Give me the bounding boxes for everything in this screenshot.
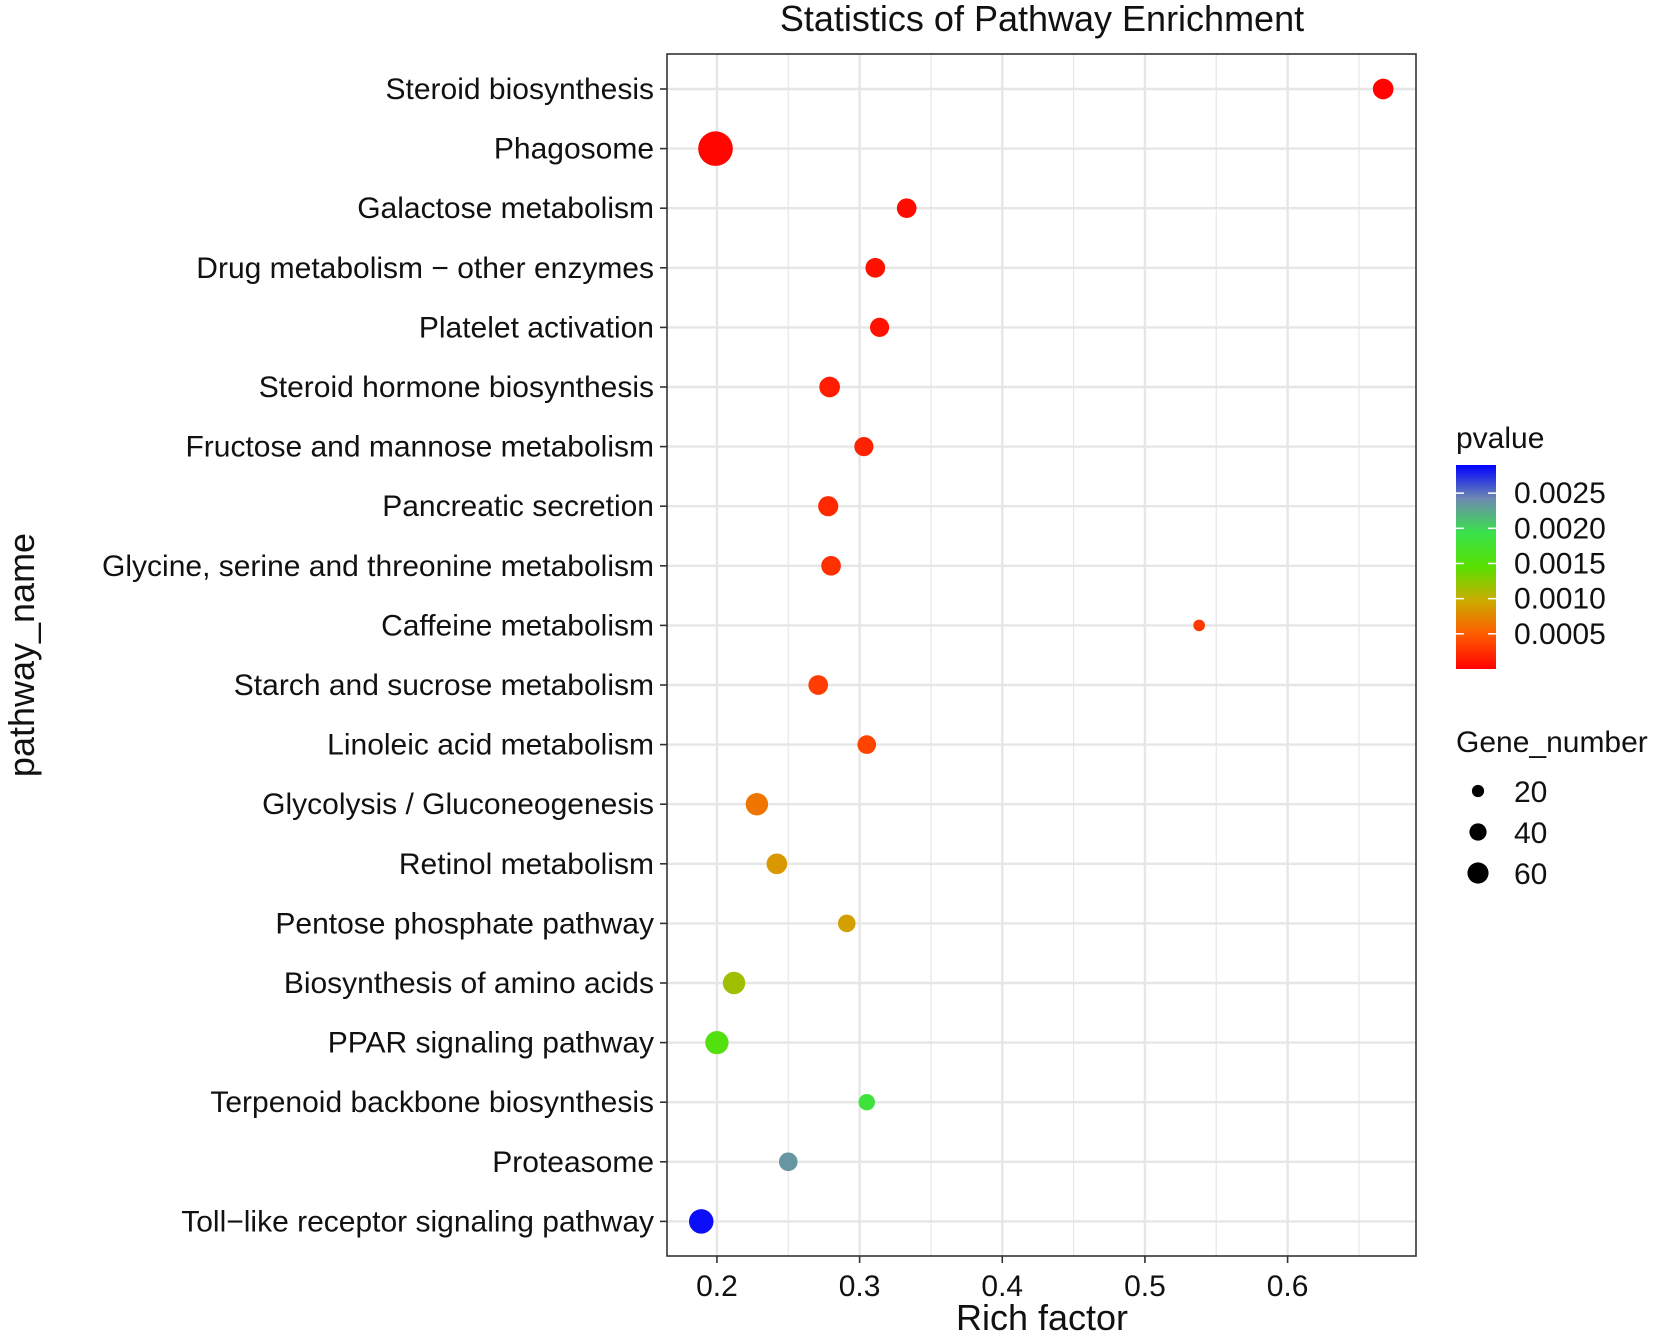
pvalue-colorbar: [1456, 465, 1496, 669]
y-tick-label: Galactose metabolism: [357, 192, 654, 225]
colorbar-tick-label: 0.0005: [1514, 618, 1606, 651]
y-tick-label: Glycolysis / Gluconeogenesis: [262, 788, 654, 821]
x-tick-label: 0.5: [1124, 1270, 1166, 1303]
data-point: [745, 792, 769, 816]
colorbar-tick-label: 0.0020: [1514, 512, 1606, 545]
data-point: [705, 1030, 729, 1055]
data-point: [818, 496, 839, 517]
y-tick-label: Caffeine metabolism: [381, 609, 654, 642]
chart-title: Statistics of Pathway Enrichment: [780, 0, 1304, 39]
y-tick-label: Steroid biosynthesis: [386, 73, 654, 106]
x-tick-label: 0.6: [1267, 1270, 1309, 1303]
gene-number-legend: Gene_number 20 40 60: [1456, 726, 1648, 891]
y-tick-label: Pentose phosphate pathway: [275, 907, 654, 940]
data-point: [896, 198, 917, 219]
size-legend-dot: [1467, 862, 1489, 884]
y-tick-label: Pancreatic secretion: [382, 490, 654, 523]
x-tick-label: 0.3: [839, 1270, 881, 1303]
y-tick-label: Platelet activation: [419, 311, 654, 344]
data-point: [722, 971, 746, 995]
y-tick-label: Phagosome: [494, 133, 654, 166]
y-tick-label: PPAR signaling pathway: [328, 1027, 654, 1060]
y-tick-label: Drug metabolism − other enzymes: [196, 252, 654, 285]
y-tick-label: Linoleic acid metabolism: [327, 729, 654, 762]
size-legend-label: 40: [1514, 817, 1547, 850]
y-tick-label: Starch and sucrose metabolism: [234, 669, 654, 702]
y-tick-label: Fructose and mannose metabolism: [185, 431, 654, 464]
data-point: [857, 735, 877, 754]
x-axis: 0.2 0.3 0.4 0.5 0.6: [696, 1256, 1308, 1303]
y-tick-label: Retinol metabolism: [399, 848, 654, 881]
colorbar-tick-label: 0.0010: [1514, 583, 1606, 616]
data-point: [766, 853, 788, 875]
data-point: [1372, 78, 1394, 100]
y-tick-label: Terpenoid backbone biosynthesis: [210, 1086, 654, 1119]
data-point: [808, 675, 829, 695]
grid-lines: [667, 54, 1416, 1256]
data-point: [854, 437, 874, 457]
data-point: [821, 555, 841, 576]
y-tick-label: Toll−like receptor signaling pathway: [181, 1205, 654, 1238]
pvalue-legend-title: pvalue: [1456, 422, 1544, 455]
y-tick-label: Steroid hormone biosynthesis: [259, 371, 654, 404]
size-legend-dot: [1469, 823, 1487, 841]
x-tick-label: 0.4: [981, 1270, 1023, 1303]
y-tick-label: Glycine, serine and threonine metabolism: [102, 550, 654, 583]
x-axis-title: Rich factor: [956, 1297, 1128, 1336]
colorbar-tick-label: 0.0025: [1514, 477, 1606, 510]
y-axis: Steroid biosynthesis Phagosome Galactose m…: [102, 73, 667, 1238]
data-point: [869, 317, 890, 337]
y-tick-label: Proteasome: [492, 1146, 654, 1179]
data-point: [865, 257, 886, 278]
data-point: [858, 1093, 875, 1111]
data-point: [1193, 619, 1205, 632]
data-points: [688, 78, 1394, 1234]
y-tick-label: Biosynthesis of amino acids: [284, 967, 654, 1000]
colorbar-tick-label: 0.0015: [1514, 547, 1606, 580]
gene-number-legend-items: 20 40 60: [1467, 776, 1547, 891]
y-axis-title: pathway_name: [1, 533, 42, 777]
data-point: [698, 131, 733, 166]
size-legend-label: 60: [1514, 858, 1547, 891]
data-point: [688, 1209, 714, 1234]
data-point: [837, 914, 856, 933]
data-point: [819, 376, 840, 398]
size-legend-dot: [1471, 784, 1485, 798]
gene-number-legend-title: Gene_number: [1456, 726, 1648, 759]
plot-panel-border: [666, 53, 1417, 1257]
data-point: [778, 1152, 798, 1172]
size-legend-label: 20: [1514, 776, 1547, 809]
x-tick-label: 0.2: [696, 1270, 738, 1303]
